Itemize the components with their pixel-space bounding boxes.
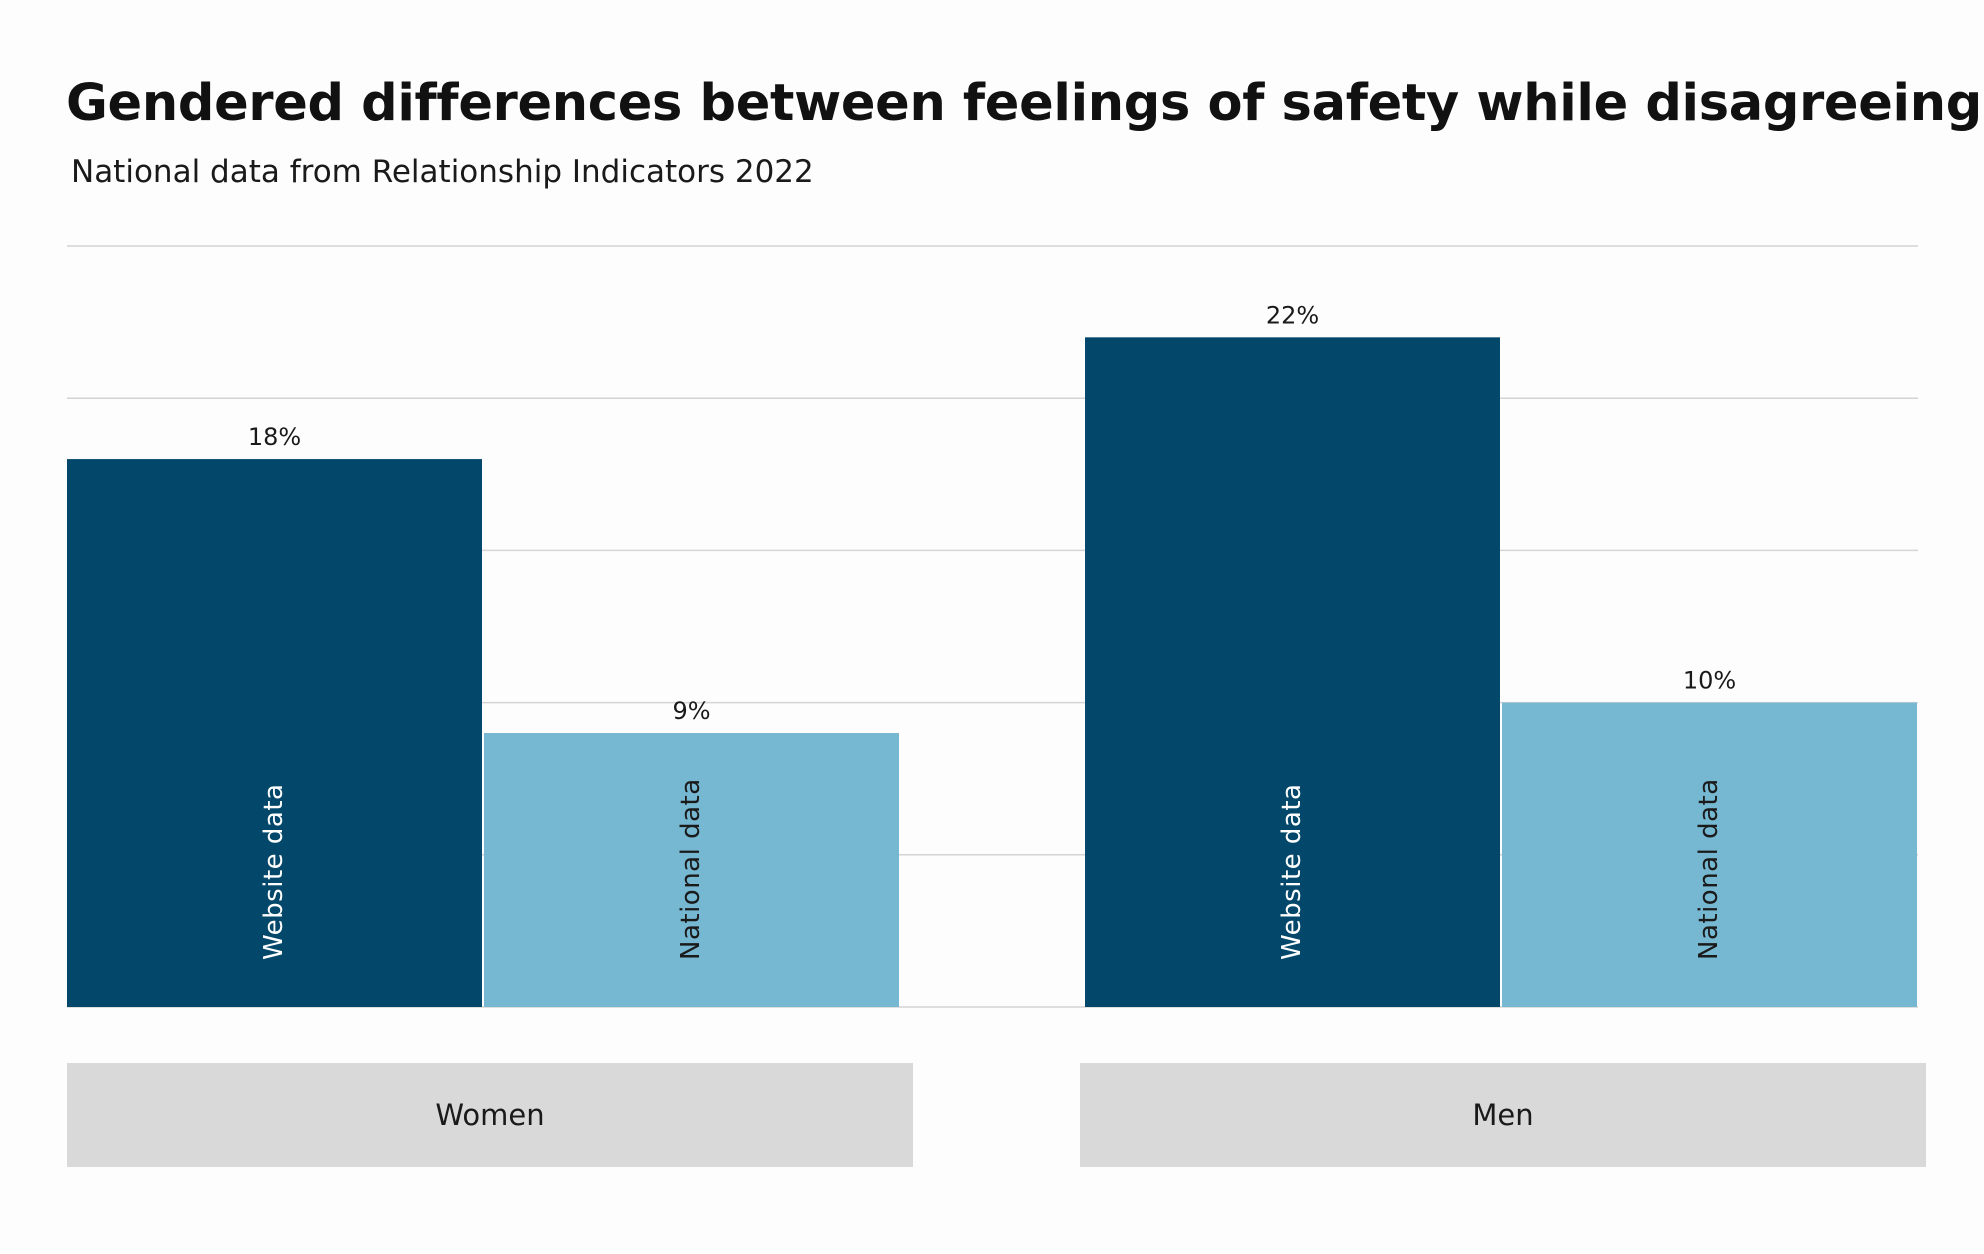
- data-labels: 18% Website data 9% National data 22% Website…: [248, 301, 1736, 960]
- category-label-men: Men: [1472, 1098, 1534, 1132]
- bar-series-label-women-national-data: National data: [676, 778, 706, 960]
- category-box-women: Women: [67, 1063, 913, 1167]
- bar-women-national-data: [484, 733, 899, 1007]
- bar-women-website-data: [67, 459, 482, 1008]
- value-label-men-national-data: 10%: [1683, 667, 1736, 695]
- category-label-women: Women: [435, 1098, 545, 1132]
- bar-men-website-data: [1085, 337, 1500, 1007]
- chart-title: Gendered differences between feelings of…: [66, 74, 1982, 133]
- chart-subtitle: National data from Relationship Indicato…: [71, 154, 814, 190]
- value-label-men-website-data: 22%: [1266, 301, 1319, 329]
- bars: [67, 337, 1917, 1008]
- value-label-women-national-data: 9%: [672, 697, 710, 725]
- category-box-men: Men: [1080, 1063, 1926, 1167]
- value-label-women-website-data: 18%: [248, 423, 301, 451]
- bar-series-label-women-website-data: Website data: [259, 784, 289, 960]
- bar-series-label-men-website-data: Website data: [1277, 784, 1307, 960]
- bar-men-national-data: [1502, 702, 1917, 1007]
- bar-series-label-men-national-data: National data: [1694, 778, 1724, 960]
